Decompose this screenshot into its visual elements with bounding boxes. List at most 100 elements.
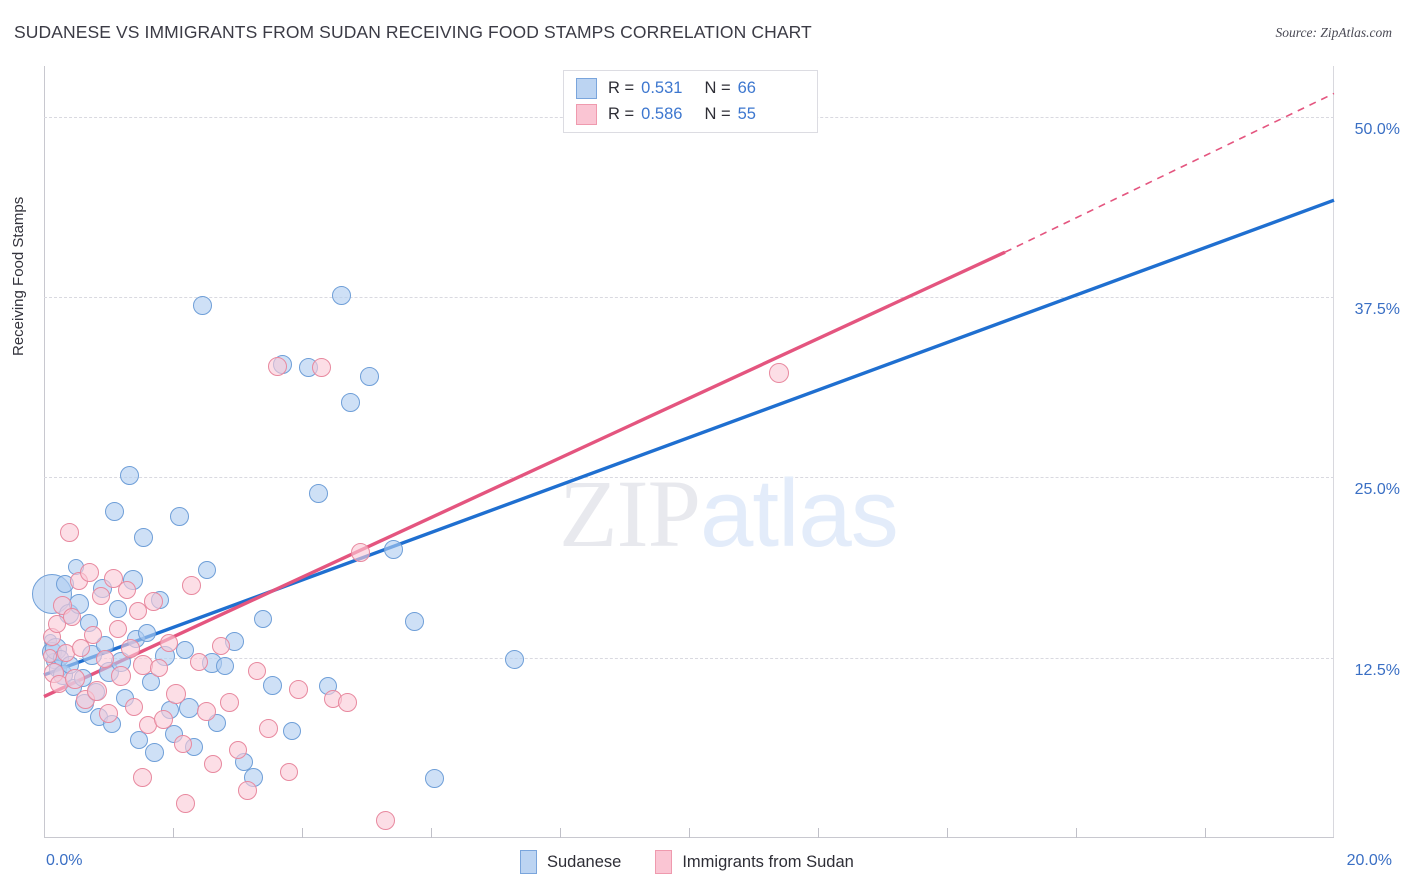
source-note: Source: ZipAtlas.com bbox=[1275, 25, 1392, 40]
data-point-pink bbox=[120, 639, 140, 659]
data-point-blue bbox=[119, 466, 139, 486]
gridline bbox=[44, 296, 1334, 298]
data-point-pink bbox=[129, 602, 148, 621]
y-axis-title: Receiving Food Stamps bbox=[10, 196, 27, 356]
x-axis-tick bbox=[689, 828, 690, 838]
data-point-blue bbox=[130, 730, 149, 749]
x-axis-min-label: 0.0% bbox=[46, 852, 83, 869]
trend-line-extension bbox=[1004, 92, 1335, 253]
y-axis-tick-label: 37.5% bbox=[1354, 300, 1400, 318]
data-point-blue bbox=[109, 599, 128, 618]
data-point-pink bbox=[258, 718, 278, 738]
data-point-pink bbox=[311, 358, 331, 378]
data-point-pink bbox=[203, 755, 222, 774]
data-point-pink bbox=[91, 586, 110, 605]
x-axis-tick bbox=[560, 828, 561, 838]
data-point-pink bbox=[64, 669, 85, 690]
data-point-pink bbox=[176, 793, 196, 813]
data-point-blue bbox=[215, 657, 234, 676]
trend-line-sudanese bbox=[43, 198, 1335, 677]
data-point-pink bbox=[289, 679, 309, 699]
data-point-pink bbox=[197, 701, 217, 721]
trend-lines bbox=[43, 92, 1335, 699]
page-title: SUDANESE VS IMMIGRANTS FROM SUDAN RECEIV… bbox=[14, 22, 812, 42]
data-point-pink bbox=[212, 637, 231, 656]
data-point-pink bbox=[125, 697, 144, 716]
data-point-blue bbox=[175, 641, 194, 660]
r-value-immigrants: 0.586 bbox=[641, 104, 683, 123]
n-value-sudanese: 66 bbox=[737, 78, 756, 97]
data-point-pink bbox=[95, 650, 114, 669]
series-label-sudanese[interactable]: Sudanese bbox=[547, 852, 622, 871]
r-value-sudanese: 0.531 bbox=[641, 78, 683, 97]
x-axis-tick bbox=[1205, 828, 1206, 838]
series-swatch-sudanese[interactable] bbox=[520, 850, 537, 874]
data-point-pink bbox=[117, 580, 136, 599]
data-point-blue bbox=[263, 675, 283, 695]
gridline bbox=[44, 657, 1334, 659]
data-point-pink bbox=[108, 619, 127, 638]
data-point-pink bbox=[79, 562, 99, 582]
data-point-pink bbox=[132, 767, 152, 787]
y-axis-tick-label: 50.0% bbox=[1354, 120, 1400, 138]
x-axis-tick bbox=[1076, 828, 1077, 838]
plot-right-edge bbox=[1333, 66, 1334, 838]
data-point-pink bbox=[63, 608, 82, 627]
data-point-pink bbox=[220, 692, 240, 712]
y-axis-line bbox=[44, 66, 45, 838]
data-point-pink bbox=[280, 762, 299, 781]
data-point-pink bbox=[189, 652, 208, 671]
data-point-pink bbox=[42, 649, 57, 664]
series-swatch-immigrants[interactable] bbox=[655, 850, 673, 874]
series-label-immigrants[interactable]: Immigrants from Sudan bbox=[682, 852, 854, 871]
data-point-pink bbox=[86, 680, 107, 701]
data-point-pink bbox=[99, 704, 118, 724]
data-point-blue bbox=[254, 609, 273, 628]
data-point-pink bbox=[181, 575, 201, 595]
data-point-pink bbox=[60, 522, 80, 542]
plot-area: ZIPatlas bbox=[31, 66, 1335, 838]
data-point-pink bbox=[84, 625, 103, 644]
data-point-pink bbox=[47, 615, 66, 634]
data-point-pink bbox=[144, 591, 164, 611]
data-point-blue bbox=[197, 560, 216, 579]
r-label-immigrants: R = bbox=[608, 104, 635, 123]
data-point-pink bbox=[247, 661, 266, 680]
data-point-pink bbox=[149, 658, 168, 677]
data-point-blue bbox=[505, 649, 525, 669]
data-point-pink bbox=[337, 692, 357, 712]
data-point-pink bbox=[228, 740, 247, 759]
data-point-blue bbox=[424, 769, 444, 789]
x-axis-tick bbox=[947, 828, 948, 838]
y-axis-tick-label: 12.5% bbox=[1354, 661, 1400, 679]
data-point-pink bbox=[237, 780, 257, 800]
data-point-blue bbox=[145, 743, 165, 763]
stats-legend-row-sudanese: R = 0.531 N = 66 bbox=[576, 75, 756, 101]
r-label-sudanese: R = bbox=[608, 78, 635, 97]
data-point-pink bbox=[166, 683, 187, 704]
n-value-immigrants: 55 bbox=[737, 104, 756, 123]
stats-legend-row-immigrants: R = 0.586 N = 55 bbox=[576, 101, 756, 127]
legend-swatch-sudanese bbox=[576, 77, 597, 99]
data-point-blue bbox=[192, 296, 212, 316]
data-point-pink bbox=[350, 542, 370, 562]
data-point-pink bbox=[104, 568, 124, 588]
data-point-blue bbox=[405, 612, 425, 632]
data-point-pink bbox=[376, 811, 396, 831]
data-point-blue bbox=[308, 483, 328, 503]
data-point-pink bbox=[173, 735, 192, 754]
data-point-blue bbox=[384, 539, 404, 559]
data-point-pink bbox=[769, 363, 790, 384]
x-axis-tick bbox=[302, 828, 303, 838]
trend-line-immigrants-from-sudan bbox=[43, 250, 1006, 699]
data-point-blue bbox=[340, 392, 360, 412]
stats-legend: R = 0.531 N = 66 R = 0.586 N = 55 bbox=[563, 70, 818, 133]
n-label-immigrants: N = bbox=[704, 104, 731, 123]
series-legend: Sudanese Immigrants from Sudan bbox=[520, 850, 888, 874]
data-point-pink bbox=[111, 666, 132, 687]
x-axis-tick bbox=[173, 828, 174, 838]
x-axis-tick bbox=[818, 828, 819, 838]
data-point-blue bbox=[360, 366, 380, 386]
data-point-blue bbox=[105, 502, 125, 522]
gridline bbox=[44, 477, 1334, 479]
